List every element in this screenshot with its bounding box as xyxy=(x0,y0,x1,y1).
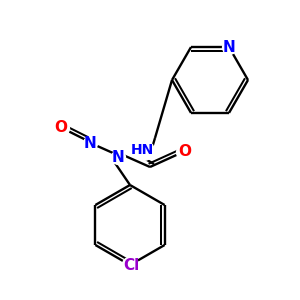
Text: O: O xyxy=(178,145,191,160)
Text: N: N xyxy=(223,40,236,55)
Text: O: O xyxy=(55,121,68,136)
Text: HN: HN xyxy=(130,143,154,157)
Text: Cl: Cl xyxy=(123,257,139,272)
Text: N: N xyxy=(84,136,96,151)
Text: N: N xyxy=(112,149,124,164)
